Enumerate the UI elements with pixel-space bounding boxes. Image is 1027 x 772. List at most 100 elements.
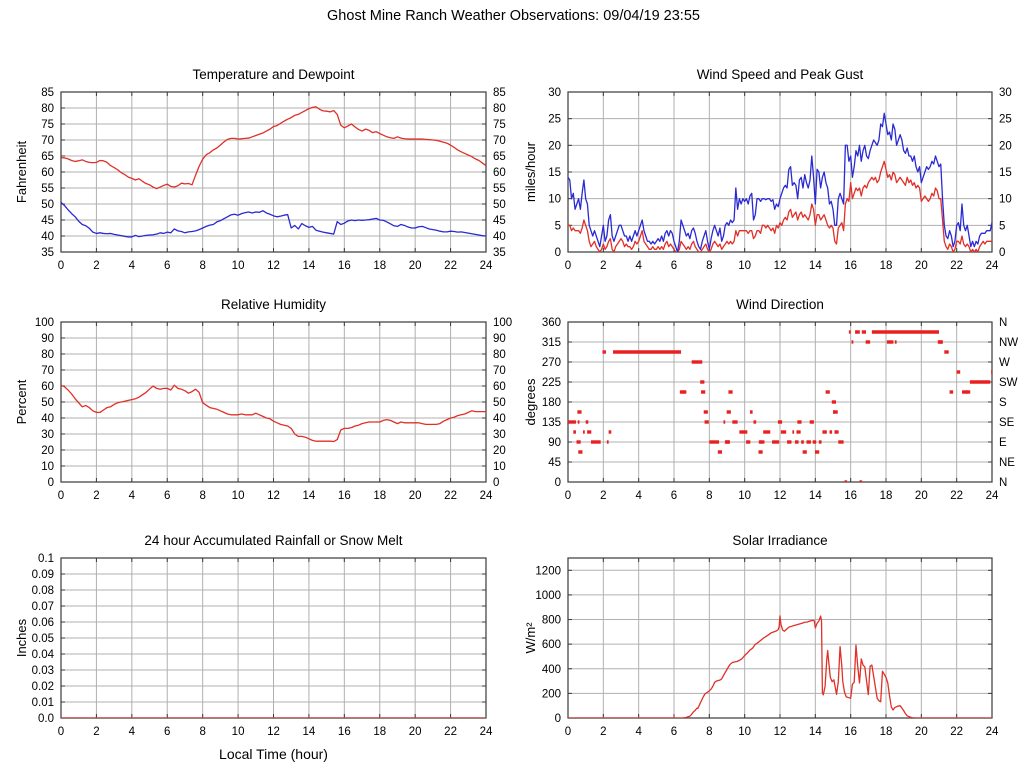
svg-text:20: 20 (409, 490, 422, 502)
svg-text:200: 200 (542, 688, 561, 700)
svg-text:18: 18 (373, 490, 386, 502)
wind-direction-chart: 0 N 45 NE 90 E 135 SE 180 S 225 SW 270 W 315 NW 360 N 0 2 4 6… (515, 282, 1027, 512)
svg-text:50: 50 (41, 199, 54, 211)
svg-text:24: 24 (480, 490, 493, 502)
svg-text:2: 2 (600, 490, 606, 502)
svg-text:22: 22 (444, 260, 457, 272)
svg-text:0: 0 (555, 477, 561, 489)
svg-text:0: 0 (555, 713, 561, 725)
svg-text:18: 18 (373, 726, 386, 738)
svg-text:14: 14 (809, 490, 822, 502)
svg-text:SW: SW (999, 377, 1018, 389)
svg-text:12: 12 (267, 490, 280, 502)
svg-text:100: 100 (493, 317, 512, 329)
svg-text:60: 60 (41, 167, 54, 179)
svg-text:85: 85 (493, 87, 506, 99)
svg-text:60: 60 (493, 381, 506, 393)
svg-text:E: E (999, 437, 1007, 449)
svg-text:8: 8 (199, 490, 205, 502)
svg-text:20: 20 (548, 140, 561, 152)
svg-text:8: 8 (706, 260, 712, 272)
svg-text:16: 16 (844, 726, 857, 738)
svg-text:Relative Humidity: Relative Humidity (221, 297, 326, 312)
svg-text:10: 10 (493, 461, 506, 473)
svg-text:2: 2 (93, 490, 99, 502)
svg-text:135: 135 (542, 417, 561, 429)
svg-text:0: 0 (48, 477, 54, 489)
svg-text:12: 12 (774, 490, 787, 502)
svg-text:10: 10 (232, 260, 245, 272)
svg-text:14: 14 (303, 260, 316, 272)
svg-text:6: 6 (671, 726, 677, 738)
svg-text:80: 80 (41, 349, 54, 361)
svg-text:0: 0 (565, 260, 571, 272)
svg-text:90: 90 (41, 333, 54, 345)
svg-text:0.08: 0.08 (32, 585, 54, 597)
svg-text:6: 6 (164, 490, 170, 502)
page-title: Ghost Mine Ranch Weather Observations: 0… (327, 8, 700, 24)
svg-text:8: 8 (706, 490, 712, 502)
svg-text:10: 10 (738, 260, 751, 272)
svg-text:45: 45 (493, 215, 506, 227)
svg-text:10: 10 (41, 461, 54, 473)
svg-text:8: 8 (199, 260, 205, 272)
svg-text:Local Time (hour): Local Time (hour) (219, 746, 328, 762)
svg-text:4: 4 (129, 260, 136, 272)
svg-text:N: N (999, 317, 1007, 329)
svg-text:30: 30 (41, 429, 54, 441)
svg-text:45: 45 (548, 457, 561, 469)
svg-text:20: 20 (915, 726, 928, 738)
svg-text:40: 40 (41, 413, 54, 425)
svg-text:20: 20 (999, 140, 1012, 152)
svg-text:S: S (999, 397, 1007, 409)
svg-text:22: 22 (950, 726, 963, 738)
svg-text:315: 315 (542, 337, 561, 349)
svg-text:20: 20 (493, 445, 506, 457)
svg-text:65: 65 (41, 151, 54, 163)
svg-text:70: 70 (41, 365, 54, 377)
svg-text:0.09: 0.09 (32, 569, 54, 581)
svg-text:6: 6 (671, 490, 677, 502)
svg-text:90: 90 (548, 437, 561, 449)
svg-text:20: 20 (41, 445, 54, 457)
svg-text:0: 0 (999, 247, 1005, 259)
svg-text:6: 6 (671, 260, 677, 272)
svg-text:0: 0 (58, 726, 64, 738)
svg-text:1000: 1000 (535, 590, 561, 602)
svg-text:80: 80 (493, 349, 506, 361)
svg-text:24 hour Accumulated Rainfall o: 24 hour Accumulated Rainfall or Snow Mel… (144, 533, 402, 548)
svg-text:14: 14 (303, 490, 316, 502)
svg-text:6: 6 (164, 260, 170, 272)
svg-text:10: 10 (738, 726, 751, 738)
svg-text:4: 4 (635, 260, 642, 272)
svg-text:8: 8 (706, 726, 712, 738)
svg-text:25: 25 (548, 114, 561, 126)
svg-text:16: 16 (844, 260, 857, 272)
svg-text:10: 10 (738, 490, 751, 502)
svg-text:60: 60 (493, 167, 506, 179)
svg-text:35: 35 (493, 247, 506, 259)
svg-text:0: 0 (565, 490, 571, 502)
svg-text:20: 20 (409, 260, 422, 272)
svg-text:18: 18 (373, 260, 386, 272)
svg-text:5: 5 (999, 220, 1005, 232)
svg-text:180: 180 (542, 397, 561, 409)
svg-text:10: 10 (999, 194, 1012, 206)
svg-text:22: 22 (950, 490, 963, 502)
svg-text:14: 14 (809, 726, 822, 738)
svg-text:0.06: 0.06 (32, 617, 54, 629)
svg-text:75: 75 (493, 119, 506, 131)
svg-text:NE: NE (999, 457, 1015, 469)
svg-text:55: 55 (41, 183, 54, 195)
svg-text:25: 25 (999, 114, 1012, 126)
svg-text:50: 50 (41, 397, 54, 409)
svg-text:24: 24 (480, 260, 493, 272)
svg-text:70: 70 (493, 135, 506, 147)
svg-text:degrees: degrees (523, 378, 538, 425)
svg-text:8: 8 (199, 726, 205, 738)
svg-text:16: 16 (338, 490, 351, 502)
svg-text:24: 24 (986, 726, 999, 738)
svg-text:Fahrenheit: Fahrenheit (14, 141, 29, 204)
svg-text:4: 4 (129, 726, 136, 738)
